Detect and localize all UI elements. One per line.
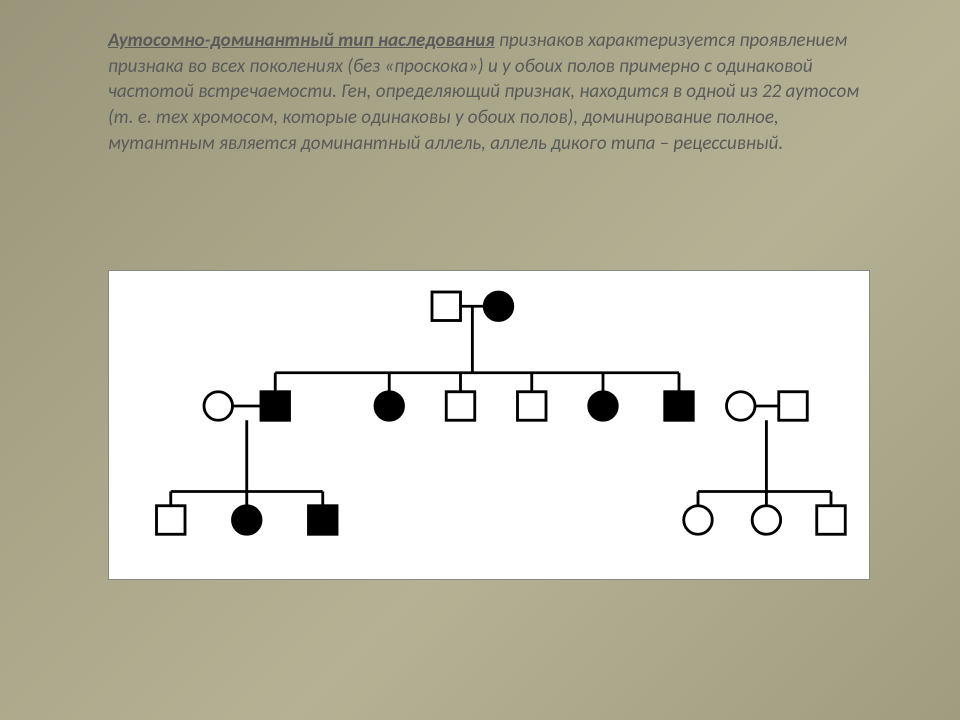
pedigree-svg	[109, 271, 869, 579]
title-phrase: Аутосомно-доминантный тип наследования	[108, 29, 495, 52]
pedigree-diagram	[108, 270, 870, 580]
description-paragraph: Аутосомно-доминантный тип наследования п…	[108, 28, 868, 156]
